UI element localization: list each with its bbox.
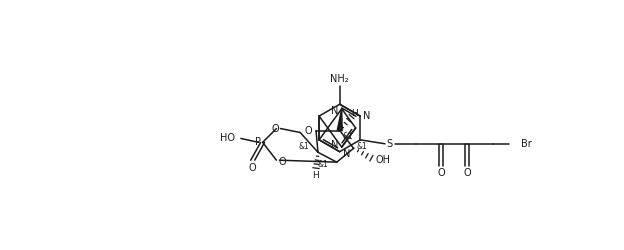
Text: O: O: [463, 168, 471, 178]
Text: H: H: [313, 170, 319, 179]
Text: H: H: [351, 109, 358, 118]
Text: O: O: [278, 157, 286, 167]
Text: NH₂: NH₂: [330, 74, 349, 84]
Text: N: N: [331, 140, 338, 150]
Text: O: O: [437, 168, 445, 178]
Text: N: N: [331, 106, 338, 116]
Text: O: O: [271, 124, 280, 134]
Text: O: O: [305, 126, 312, 136]
Text: &1: &1: [299, 142, 310, 151]
Text: OH: OH: [375, 155, 391, 165]
Text: &1: &1: [356, 142, 367, 151]
Text: HO: HO: [220, 134, 235, 143]
Polygon shape: [337, 109, 342, 131]
Text: Br: Br: [522, 139, 532, 149]
Text: N: N: [343, 149, 350, 159]
Text: P: P: [255, 138, 261, 147]
Text: S: S: [387, 139, 393, 149]
Text: O: O: [249, 163, 256, 173]
Text: N: N: [363, 111, 371, 121]
Text: &1: &1: [318, 160, 328, 169]
Text: &1: &1: [343, 132, 353, 141]
